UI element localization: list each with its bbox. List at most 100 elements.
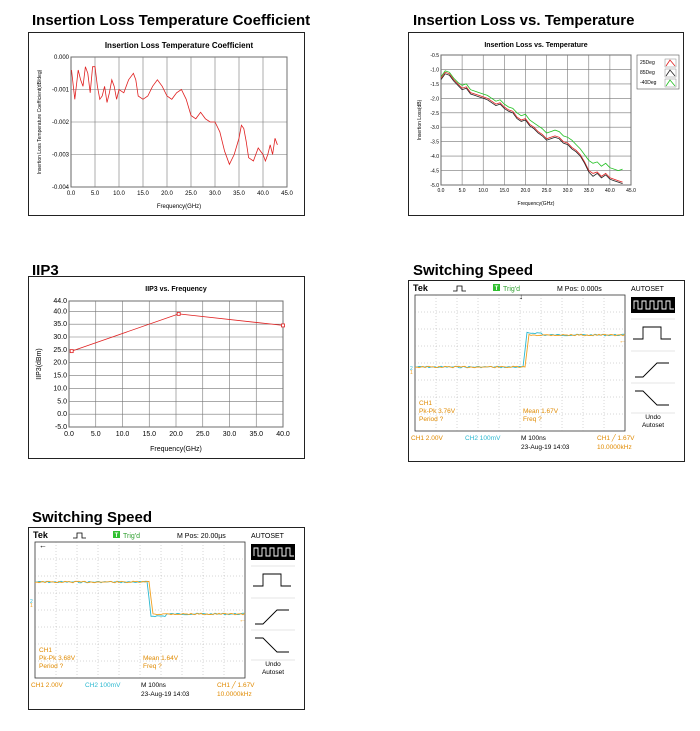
single-pulse-icon[interactable]	[633, 326, 671, 340]
timebase: M 100ns	[141, 682, 167, 689]
legend-swatch-box	[664, 78, 677, 88]
falling-edge-icon[interactable]	[255, 637, 289, 653]
y-tick-label: -4.0	[430, 154, 439, 160]
y-tick-label: -3.5	[430, 140, 439, 146]
trig-status-icon	[493, 284, 500, 291]
ch1-marker: 1	[30, 603, 33, 609]
y-tick-label: -0.002	[52, 120, 70, 126]
meas-pkpk: Pk-Pk 3.68V	[39, 655, 76, 662]
x-tick-label: 20.0	[161, 191, 173, 197]
y-tick-label: -0.003	[52, 153, 70, 159]
x-axis-label: Frequency(GHz)	[518, 201, 555, 207]
square-wave-icon	[633, 300, 674, 310]
panel-iip3: IIP3 vs. Frequency Frequency(GHz) IIP3(d…	[28, 276, 305, 459]
legend-swatch	[665, 69, 676, 77]
single-pulse-icon[interactable]	[253, 573, 291, 587]
pulse-icon	[73, 532, 86, 539]
series-line-1	[71, 66, 278, 166]
trig-t-glyph: T	[115, 533, 119, 539]
undo-autoset-label: Autoset	[642, 422, 664, 429]
x-tick-label: 0.0	[64, 431, 74, 438]
meas-ch1-label: CH1	[39, 647, 52, 654]
square-wave-icon	[253, 547, 294, 557]
panel-il-temp-coef: Insertion Loss Temperature Coefficient F…	[28, 32, 305, 216]
rising-edge-icon[interactable]	[255, 609, 289, 625]
y-tick-label: -0.001	[52, 88, 70, 94]
timebase: M 100ns	[521, 435, 547, 442]
y-tick-label: -0.5	[430, 53, 439, 59]
data-point	[281, 323, 285, 328]
heading-switching-speed-1: Switching Speed	[413, 262, 534, 279]
x-tick-label: 30.0	[563, 188, 573, 194]
ch1-waveform	[414, 333, 626, 369]
meas-period: Period ?	[39, 663, 64, 670]
y-tick-label: 25.0	[53, 347, 67, 354]
x-tick-label: 10.0	[113, 191, 125, 197]
heading-switching-speed-2: Switching Speed	[32, 509, 153, 526]
y-axis-label: Insertion Loss Temperature Coefficient(d…	[37, 69, 43, 174]
trigger-level-icon: ←	[619, 338, 626, 345]
panel-scope-2: Tek T Trig'd M Pos: 20.00µs AUTOSET ← 2 1 ← CH1 Pk…	[28, 527, 305, 710]
y-axis-label: Insertion Loss(dB)	[417, 99, 423, 140]
meas-freq: Freq ?	[143, 663, 162, 670]
heading-il-vs-temp: Insertion Loss vs. Temperature	[413, 12, 635, 29]
data-point	[176, 311, 181, 316]
y-tick-label: 15.0	[53, 373, 67, 380]
legend-swatch	[665, 59, 676, 67]
legend-entry: 25Deg	[640, 60, 655, 66]
undo-autoset-button[interactable]: Undo	[645, 414, 661, 421]
y-tick-label: -3.0	[430, 125, 439, 131]
scope-screen-1: Tek T Trig'd M Pos: 0.000s AUTOSET ↓ 21 ← CH1Pk-…	[410, 283, 675, 451]
y-axis-label: IIP3(dBm)	[36, 348, 43, 380]
x-tick-label: 20.0	[521, 188, 531, 194]
autoset-label: AUTOSET	[251, 533, 285, 540]
x-tick-label: 25.0	[196, 431, 210, 438]
legend: 25Deg 85Deg -40Deg	[636, 54, 680, 90]
y-tick-label: -5.0	[55, 424, 67, 431]
x-tick-label: 10.0	[478, 188, 488, 194]
x-tick-label: 45.0	[281, 191, 293, 197]
y-tick-label: 0.0	[57, 411, 67, 418]
x-tick-label: 45.0	[626, 188, 636, 194]
rising-edge-icon[interactable]	[635, 362, 669, 378]
chart-iip3: IIP3 vs. Frequency Frequency(GHz) IIP3(d…	[36, 286, 290, 453]
chart-title: IIP3 vs. Frequency	[145, 286, 207, 293]
meas-period: Period ?	[419, 416, 444, 423]
panel-il-vs-temp: Insertion Loss vs. Temperature Frequency…	[408, 32, 684, 216]
trigger-level: CH1 ╱ 1.67V	[597, 433, 635, 442]
x-tick-label: 25.0	[542, 188, 552, 194]
mpos-label: M Pos: 20.00µs	[177, 533, 226, 540]
x-tick-label: 40.0	[257, 191, 269, 197]
trigger-level: CH1 ╱ 1.67V	[217, 680, 255, 689]
x-tick-label: 30.0	[209, 191, 221, 197]
ch2-marker: 2	[410, 366, 413, 372]
y-tick-label: 0.000	[54, 55, 70, 61]
chart-il-temp-coef: Insertion Loss Temperature Coefficient F…	[37, 41, 293, 210]
legend-entry: 85Deg	[640, 70, 655, 76]
y-tick-label: -0.004	[52, 185, 70, 191]
x-tick-label: 40.0	[276, 431, 290, 438]
y-tick-label: 35.0	[53, 321, 67, 328]
x-tick-label: 35.0	[233, 191, 245, 197]
trig-status-icon	[113, 531, 120, 538]
meas-freq: Freq ?	[523, 416, 542, 423]
undo-autoset-button[interactable]: Undo	[265, 661, 281, 668]
ch1-marker: 1	[410, 370, 413, 376]
y-tick-label: 20.0	[53, 360, 67, 367]
x-tick-label: 30.0	[223, 431, 237, 438]
legend-swatch	[665, 79, 676, 87]
ch1-waveform	[34, 580, 246, 616]
ch1-scale: CH1 2.00V	[411, 435, 443, 442]
y-tick-label: 30.0	[53, 334, 67, 341]
meas-mean: Mean 1.67V	[523, 408, 559, 415]
panel-scope-1: Tek T Trig'd M Pos: 0.000s AUTOSET ↓ 2 1 ← CH1 Pk-…	[408, 280, 685, 462]
trigger-frequency: 10.0000kHz	[217, 691, 252, 698]
trig-status-label: Trig'd	[123, 533, 140, 540]
scope-screen-2: Tek T Trig'd M Pos: 20.00µs AUTOSET ← 21 ← CH1Pk…	[30, 530, 295, 698]
x-tick-label: 5.0	[91, 191, 100, 197]
date-time: 23-Aug-19 14:03	[141, 691, 190, 698]
x-tick-label: 20.0	[169, 431, 183, 438]
chart-title: Insertion Loss Temperature Coefficient	[105, 41, 254, 50]
ch1-scale: CH1 2.00V	[31, 682, 63, 689]
falling-edge-icon[interactable]	[635, 390, 669, 406]
